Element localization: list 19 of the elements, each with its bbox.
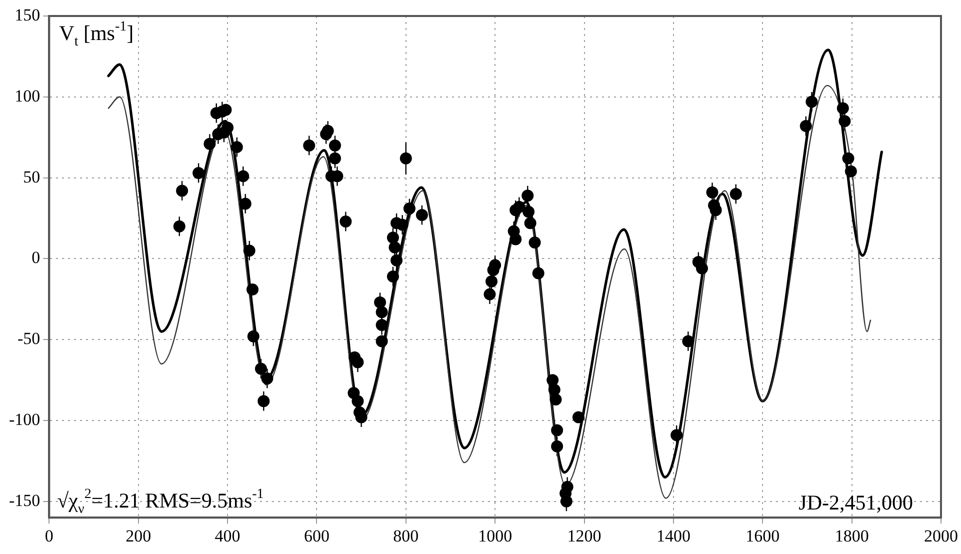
x-tick-label: 200 bbox=[126, 526, 152, 546]
x-tick-label: 2000 bbox=[924, 526, 958, 546]
y-tick-label: 150 bbox=[14, 5, 40, 24]
y-tick-label: -150 bbox=[8, 490, 40, 510]
x-tick-label: 1000 bbox=[478, 526, 512, 546]
x-tick-label: 0 bbox=[44, 526, 54, 546]
y-tick-label: 0 bbox=[32, 248, 40, 268]
x-tick-label: 400 bbox=[214, 526, 240, 546]
x-tick-label: 1400 bbox=[656, 526, 690, 546]
y-tick-label: -50 bbox=[17, 329, 40, 348]
y-tick-label: 50 bbox=[23, 167, 40, 186]
x-tick-label: 1200 bbox=[567, 526, 602, 546]
y-tick-label: 100 bbox=[14, 86, 40, 106]
x-tick-label: 1800 bbox=[834, 526, 869, 546]
x-tick-label: 600 bbox=[304, 526, 330, 546]
x-axis-title: JD-2,451,000 bbox=[798, 490, 914, 515]
y-tick-label: -100 bbox=[8, 410, 40, 429]
x-tick-label: 1600 bbox=[746, 526, 780, 546]
x-tick-label: 800 bbox=[393, 526, 419, 546]
